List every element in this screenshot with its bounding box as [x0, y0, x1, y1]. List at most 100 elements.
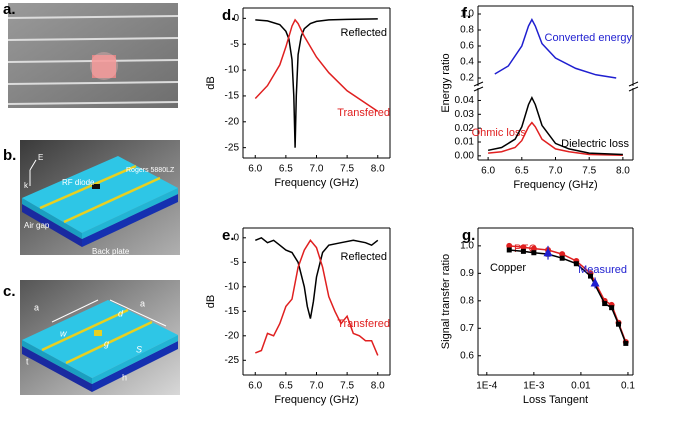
y-tick-label: 0.6 [460, 350, 474, 361]
y-tick-label: 0 [233, 232, 239, 243]
label: w [60, 328, 67, 338]
marker [543, 247, 553, 257]
x-tick-label: 7.5 [582, 166, 596, 177]
x-tick-label: 6.5 [515, 166, 529, 177]
panel-label: g. [462, 227, 475, 244]
label: a [34, 302, 39, 312]
marker [623, 340, 629, 346]
x-axis-label: Frequency (GHz) [274, 394, 358, 406]
axis-break [628, 86, 639, 92]
y-tick-label: 0.7 [460, 323, 474, 334]
y-axis-label: Signal transfer ratio [440, 254, 452, 349]
panel-label: a. [3, 1, 16, 18]
x-tick-label: 6.5 [279, 381, 293, 392]
glow [90, 52, 118, 80]
y-tick-label: -15 [225, 306, 240, 317]
y-tick-label: -15 [225, 91, 240, 102]
y-tick-label: -20 [225, 330, 240, 341]
marker [531, 250, 537, 256]
label: RF diode [62, 178, 95, 187]
y-tick-label: 1.0 [460, 241, 474, 252]
marker [506, 242, 513, 249]
panel-label: c. [3, 283, 16, 300]
marker [588, 273, 594, 279]
x-tick-label: 6.0 [481, 166, 495, 177]
marker [520, 244, 527, 251]
x-tick-label: 8.0 [616, 166, 630, 177]
x-tick-label: 7.0 [310, 381, 324, 392]
panel-label: b. [3, 147, 16, 164]
marker [506, 247, 512, 253]
x-tick-label: 8.0 [371, 381, 385, 392]
label: S [136, 344, 142, 354]
series-label: Transfered [337, 107, 390, 119]
x-tick-label: 0.1 [621, 381, 635, 392]
x-tick-label: 8.0 [371, 164, 385, 175]
panel-label: e. [222, 227, 235, 244]
series-label: Reflected [341, 27, 387, 39]
y-tick-label: 0.8 [460, 25, 474, 36]
axis-break [628, 81, 639, 87]
y-tick-label: 0.00 [455, 150, 475, 161]
y-tick-label: -25 [225, 142, 240, 153]
label: Rogers 5880LZ [126, 167, 175, 174]
marker [530, 245, 537, 252]
x-tick-label: 1E-3 [523, 381, 545, 392]
series-label: Measured [578, 264, 627, 276]
y-axis-label: dB [205, 76, 217, 89]
x-tick-label: 6.0 [248, 164, 262, 175]
label: k [24, 181, 29, 190]
y-tick-label: -10 [225, 281, 240, 292]
series-line [255, 18, 378, 148]
panel-label: f. [462, 5, 471, 22]
series-label: Copper [490, 262, 526, 274]
series-line [488, 121, 623, 156]
series-label: Transfered [337, 318, 390, 330]
marker [602, 301, 608, 307]
series-line [255, 236, 379, 319]
axis-break [473, 86, 484, 92]
y-tick-label: -20 [225, 116, 240, 127]
marker [590, 277, 600, 287]
x-tick-label: 7.0 [310, 164, 324, 175]
series-line [487, 96, 623, 156]
y-tick-label: 0.03 [455, 109, 475, 120]
panel-label: d. [222, 7, 235, 24]
y-tick-label: 0.4 [460, 57, 474, 68]
series-label: Reflected [341, 251, 387, 263]
series-label: Ohmic loss [472, 127, 527, 139]
x-tick-label: 0.01 [571, 381, 591, 392]
y-tick-label: -5 [230, 39, 239, 50]
highlight [92, 55, 116, 78]
marker [559, 255, 565, 261]
y-tick-label: -25 [225, 355, 240, 366]
marker [573, 261, 579, 267]
x-axis-label: Loss Tangent [523, 394, 588, 406]
label: Air gap [24, 221, 50, 230]
y-tick-label: 0.6 [460, 41, 474, 52]
axis-break [473, 81, 484, 87]
model-b [20, 140, 180, 255]
marker [609, 305, 615, 311]
series-line [254, 18, 379, 113]
marker [559, 251, 566, 258]
y-tick-label: 0.8 [460, 295, 474, 306]
label: t [26, 356, 29, 366]
y-tick-label: -5 [230, 257, 239, 268]
x-tick-label: 7.5 [340, 381, 354, 392]
y-tick-label: -10 [225, 65, 240, 76]
label: a [140, 298, 145, 308]
y-tick-label: 0.9 [460, 268, 474, 279]
x-tick-label: 6.5 [279, 164, 293, 175]
y-axis-label: dB [205, 295, 217, 308]
x-tick-label: 6.0 [248, 381, 262, 392]
label: d [118, 308, 124, 318]
photo [7, 3, 179, 108]
y-tick-label: 0.04 [455, 95, 475, 106]
x-tick-label: 7.5 [340, 164, 354, 175]
label: Back plate [92, 247, 130, 256]
label: h [122, 372, 127, 382]
series-line [255, 239, 379, 356]
